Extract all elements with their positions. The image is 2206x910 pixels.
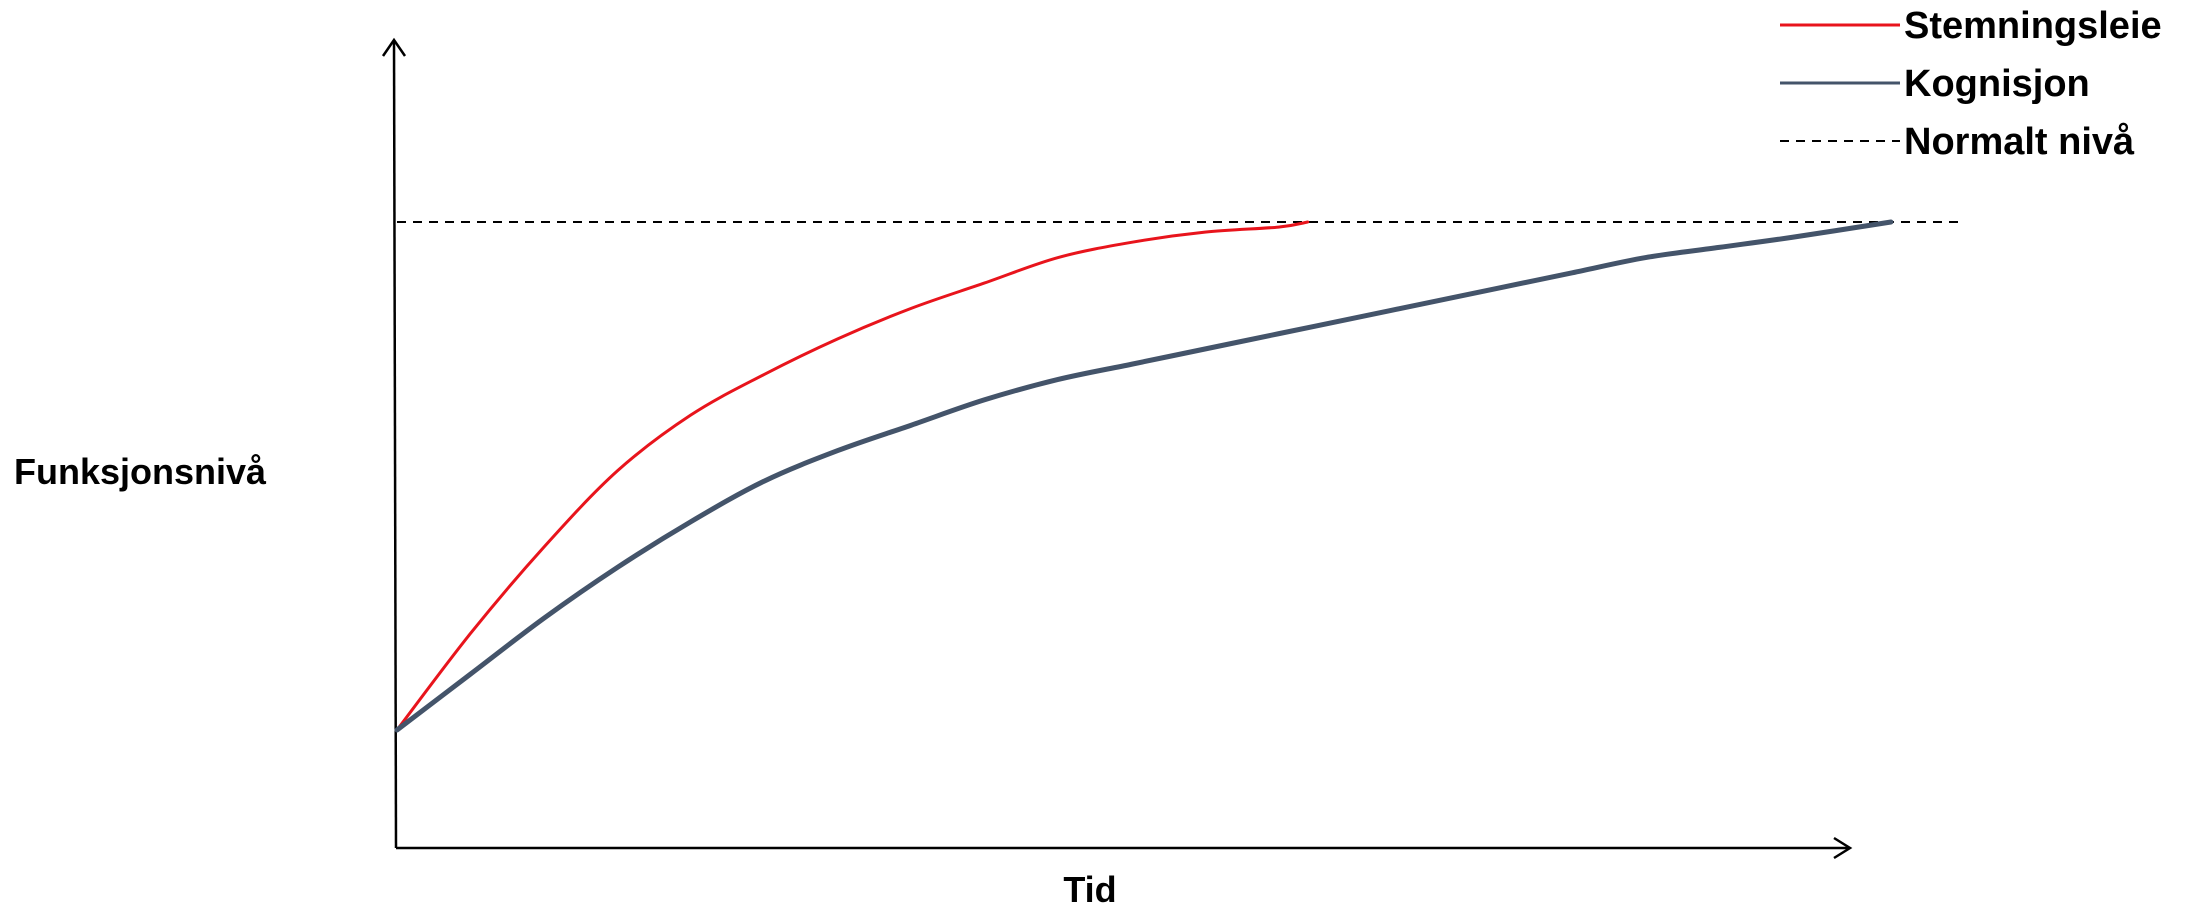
legend-label: Kognisjon [1904,63,2090,105]
y-axis-arrow [381,37,407,57]
chart-axes [381,37,1853,860]
series-line-stemningsleie [395,220,1310,732]
legend-label: Normalt nivå [1904,121,2135,163]
series-line-kognisjon [394,219,1894,733]
x-axis-arrow [1833,836,1853,860]
series-group [394,219,1894,733]
legend: Stemningsleie Kognisjon Normalt nivå [1780,5,2162,163]
x-axis-label: Tid [1063,869,1116,910]
y-axis-line [392,39,398,849]
legend-label: Stemningsleie [1904,5,2162,47]
y-axis-label: Funksjonsnivå [14,451,267,492]
